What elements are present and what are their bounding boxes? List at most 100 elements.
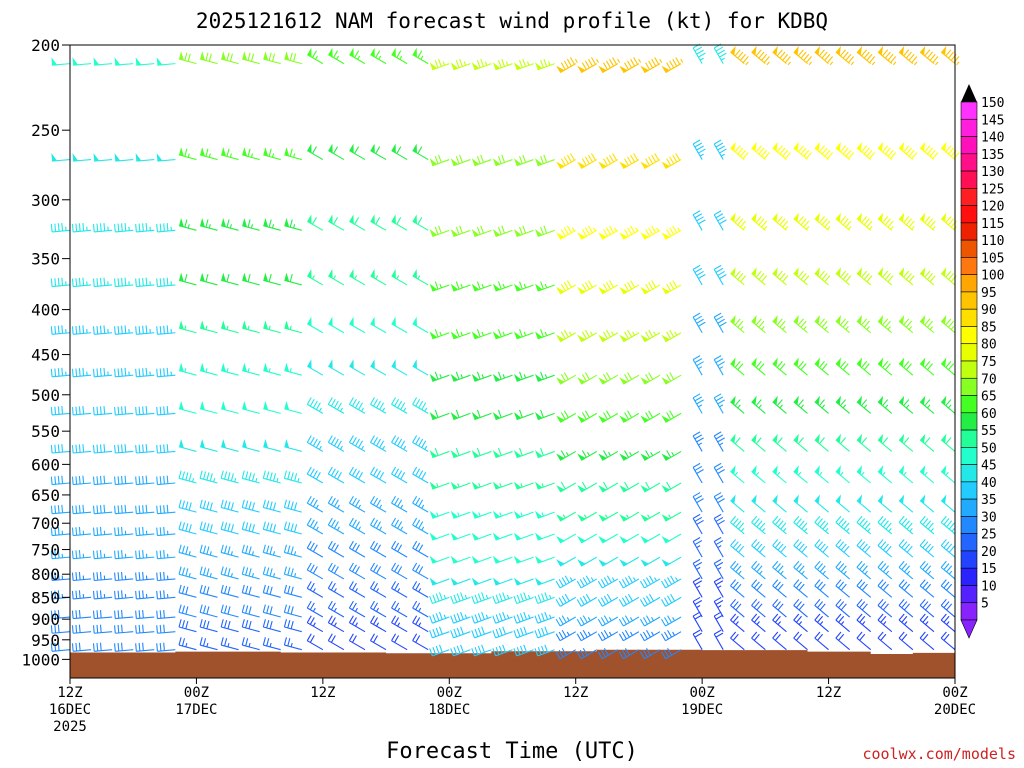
wind-barb [429,510,450,519]
wind-barb [661,511,682,522]
wind-barb [940,515,956,535]
wind-barb [730,267,747,286]
chart-title: 2025121612 NAM forecast wind profile (kt… [196,9,828,33]
wind-barb [556,511,576,522]
wind-barb [772,515,787,535]
wind-barb [199,51,218,65]
y-tick-label: 900 [31,610,60,629]
wind-barb [856,433,872,452]
wind-barb [856,494,872,513]
wind-barb [919,465,935,484]
wind-barb [220,566,239,580]
x-axis-title: Forecast Time (UTC) [386,739,638,764]
wind-barb [940,141,960,160]
wind-barb [751,315,766,334]
wind-barb [450,281,471,292]
wind-barb [619,450,640,461]
wind-barb [492,329,513,340]
x-tick-label: 16DEC [49,702,91,718]
wind-barb [598,329,619,343]
colorbar-swatch [960,326,978,345]
wind-barb [114,277,134,288]
wind-barb [199,544,218,558]
wind-barb [793,560,808,580]
wind-barb [471,329,492,340]
wind-barb [534,225,555,238]
wind-barb [135,222,155,233]
wind-barb [263,362,281,376]
wind-barb [412,466,429,484]
wind-barb [220,619,239,633]
wind-barb [556,329,576,343]
wind-barb [814,539,829,558]
wind-barb [156,277,176,288]
wind-barb [751,212,768,231]
wind-barb [856,212,873,231]
wind-barb [534,555,555,564]
colorbar-swatch [960,291,978,310]
wind-barb [513,626,534,639]
wind-barb [793,315,808,334]
wind-barb [856,631,872,651]
wind-barb [178,217,197,231]
colorbar-label: 130 [981,165,1004,180]
wind-barb [412,269,429,286]
colorbar-swatch [960,343,978,362]
wind-barb [306,214,324,231]
wind-barb [450,577,471,586]
wind-barb [262,637,281,651]
wind-barb [730,465,745,484]
wind-barb [940,212,957,231]
wind-barb [619,481,640,493]
wind-barb [199,320,218,334]
wind-barb [199,499,218,513]
wind-barb [450,154,471,167]
wind-barb [639,615,661,627]
wind-barb [92,550,113,560]
wind-barb [156,526,176,537]
wind-barb [156,624,176,634]
wind-barb [429,329,450,340]
wind-barb [450,510,471,519]
wind-barb [283,604,302,618]
colorbar-label: 150 [981,96,1004,111]
wind-barb [751,45,770,66]
wind-barb [513,447,534,459]
wind-barb [661,629,682,642]
wind-barb [412,397,429,414]
wind-barb [940,395,956,414]
wind-barb [450,371,471,382]
wind-barb [327,435,345,452]
wind-barb [692,431,704,452]
wind-barb [114,550,134,560]
wind-barb [178,401,197,414]
wind-barb [328,214,345,231]
wind-barb [919,315,935,334]
wind-barb [835,494,850,513]
colorbar-label: 105 [981,251,1004,266]
colorbar-label: 20 [981,545,997,560]
wind-barb [692,513,704,535]
wind-barb [534,510,555,519]
wind-barb [370,269,387,286]
wind-barb [284,320,302,334]
wind-barb [856,315,872,334]
wind-barb [751,267,768,286]
wind-barb [92,624,113,634]
y-tick-label: 550 [31,422,60,441]
wind-barb [306,269,324,286]
wind-barb [492,577,513,586]
wind-barb [412,517,429,535]
wind-barb [178,584,197,598]
wind-barb [877,515,893,535]
wind-barb [877,45,897,66]
wind-barb [793,433,808,452]
wind-barb [534,154,555,167]
wind-barb [262,544,281,558]
wind-barb [50,526,71,537]
wind-barb [940,45,960,66]
wind-barb [306,435,324,452]
wind-barb [793,515,808,535]
x-tick-label: 00Z [437,685,462,701]
wind-barb [597,629,619,642]
